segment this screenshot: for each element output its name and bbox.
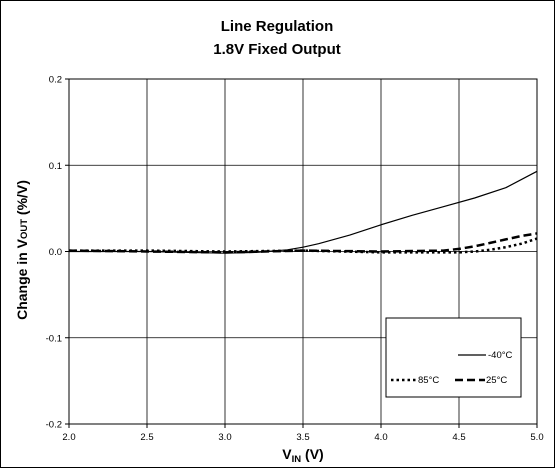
x-axis-label: VIN (V) xyxy=(282,446,323,465)
legend-box xyxy=(385,317,522,398)
x-tick-labels: 2.0 2.5 3.0 3.5 4.0 4.5 5.0 xyxy=(62,432,543,443)
x-tick-label: 2.5 xyxy=(140,432,153,443)
series-lines xyxy=(68,170,538,254)
series-line-1 xyxy=(69,237,538,254)
x-tick-label: 4.0 xyxy=(374,432,387,443)
y-tick-label: -0.2 xyxy=(46,420,62,431)
x-tick-label: 5.0 xyxy=(530,432,543,443)
y-tick-label: 0.1 xyxy=(49,161,62,172)
x-tick-label: 3.0 xyxy=(218,432,231,443)
x-tick-label: 3.5 xyxy=(296,432,309,443)
y-tick-labels: -0.2 -0.1 0.0 0.1 0.2 xyxy=(46,75,62,431)
legend-label-minus40: -40°C xyxy=(488,350,513,361)
chart-title: Line Regulation xyxy=(221,18,334,35)
chart-subtitle: 1.8V Fixed Output xyxy=(213,41,341,58)
x-tick-label: 4.5 xyxy=(452,432,465,443)
legend: -40°C 85°C 25°C xyxy=(385,317,522,398)
y-axis-label: Change in VOUT (%/V) xyxy=(14,180,30,320)
y-tick-label: 0.0 xyxy=(49,247,62,258)
y-tick-label: 0.2 xyxy=(49,75,62,86)
legend-label-25: 25°C xyxy=(486,375,507,386)
y-tick-label: -0.1 xyxy=(46,333,62,344)
x-tick-label: 2.0 xyxy=(62,432,75,443)
legend-label-85: 85°C xyxy=(418,375,439,386)
